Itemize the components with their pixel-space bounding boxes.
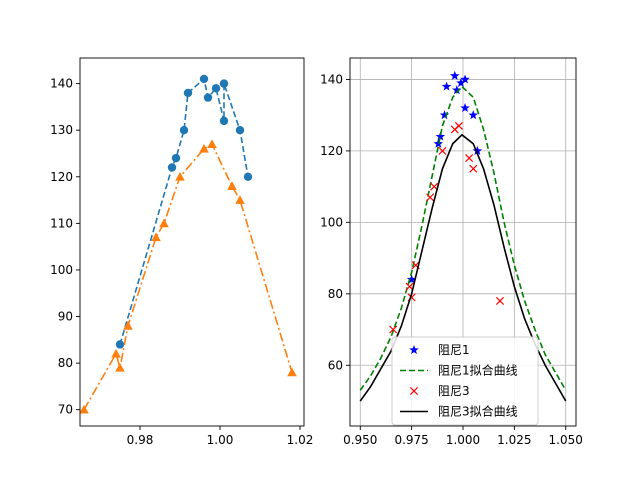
series-1-point-3 (123, 321, 133, 330)
series-0 (115, 74, 253, 349)
series-0-point-3 (179, 126, 189, 135)
axes-frame (79, 57, 305, 427)
legend-entry-0: 阻尼1 (409, 343, 470, 357)
series-1-point-8 (207, 139, 217, 149)
series-2-point-11 (495, 296, 505, 305)
series-1-line (359, 85, 567, 391)
series-0-point-4 (441, 81, 452, 91)
legend-entry-3: 阻尼3拟合曲线 (400, 404, 518, 419)
legend-box (391, 336, 539, 426)
x-tick-label: 1.00 (207, 433, 234, 447)
series-0-point-2 (171, 153, 181, 163)
series-1-point-11 (287, 367, 297, 377)
series-0-point-4 (183, 88, 193, 98)
y-tick-label: 140 (320, 72, 343, 86)
series-2-point-0 (389, 325, 398, 334)
y-tick-label: 140 (50, 77, 73, 91)
right-chart: 0.950 0.975 1.000 1.025 1.050 60 80 100 120 140 阻尼… (320, 57, 583, 447)
y-tick-label: 120 (320, 144, 343, 158)
series-0-point-7 (211, 84, 221, 93)
series-0-point-6 (203, 93, 213, 102)
y-tick-label: 100 (50, 263, 73, 277)
legend-swatch (409, 386, 419, 396)
x-tick-label: 0.950 (343, 433, 377, 447)
series-1 (359, 85, 567, 391)
x-tick-label: 0.98 (127, 433, 154, 447)
series-1-point-10 (235, 195, 245, 204)
series-0-point-8 (460, 103, 470, 113)
series-1-point-2 (115, 362, 125, 372)
series-1-point-0 (79, 404, 89, 414)
series-2-point-4 (426, 193, 435, 202)
y-tick-label: 130 (50, 123, 73, 137)
series-0-point-8 (219, 116, 229, 126)
y-tick-label: 110 (50, 216, 73, 230)
series-2-point-9 (465, 154, 474, 163)
y-tick-label: 70 (58, 403, 73, 417)
x-tick-label: 1.02 (287, 433, 314, 447)
series-1-point-4 (151, 232, 161, 242)
legend-label: 阻尼1拟合曲线 (438, 363, 518, 378)
series-0-point-11 (472, 145, 483, 155)
series-0 (406, 70, 483, 284)
series-0-point-10 (235, 126, 245, 135)
series-0-point-5 (199, 74, 209, 84)
series-0-point-11 (243, 172, 253, 181)
series-0-point-0 (406, 274, 417, 284)
series-1-point-1 (111, 348, 121, 358)
legend-entry-1: 阻尼1拟合曲线 (400, 363, 518, 378)
series-0-point-7 (456, 78, 466, 88)
series-0-point-9 (219, 79, 229, 88)
x-tick-label: 0.975 (394, 433, 428, 447)
x-tick-label: 1.025 (497, 433, 531, 447)
series-0-line (119, 77, 249, 345)
legend-entry-2: 阻尼3 (409, 384, 470, 398)
x-tick-label: 1.000 (446, 433, 480, 447)
y-tick-label: 90 (58, 310, 73, 324)
series-0-point-0 (115, 340, 125, 349)
series-1-point-9 (227, 181, 237, 190)
left-chart: 0.98 1.00 1.02 70 80 90 100 110 120 130 140 (50, 57, 314, 447)
legend-label: 阻尼3拟合曲线 (438, 404, 518, 419)
series-1-point-6 (175, 171, 185, 181)
series-0-point-5 (450, 70, 460, 80)
series-1-point-7 (199, 144, 209, 153)
series-1-line (83, 143, 293, 411)
y-tick-label: 80 (58, 356, 73, 370)
series-2-point-6 (438, 146, 447, 155)
legend-label: 阻尼1 (438, 343, 470, 357)
x-tick-label: 1.050 (549, 433, 583, 447)
series-2 (389, 121, 505, 334)
y-tick-label: 80 (328, 287, 343, 301)
y-tick-label: 120 (50, 170, 73, 184)
series-0-point-2 (435, 131, 446, 141)
y-tick-label: 60 (328, 358, 343, 372)
legend-swatch (409, 345, 419, 355)
series-0-point-1 (167, 163, 177, 172)
legend-label: 阻尼3 (438, 384, 470, 398)
series-2-point-10 (469, 164, 478, 173)
series-0-point-9 (460, 74, 470, 84)
series-0-point-6 (452, 85, 462, 95)
y-tick-label: 100 (320, 215, 343, 229)
series-1-point-5 (159, 218, 169, 228)
series-0-point-10 (468, 110, 479, 120)
series-0-point-3 (439, 110, 450, 120)
series-1 (79, 139, 297, 414)
series-2-point-8 (454, 121, 463, 130)
